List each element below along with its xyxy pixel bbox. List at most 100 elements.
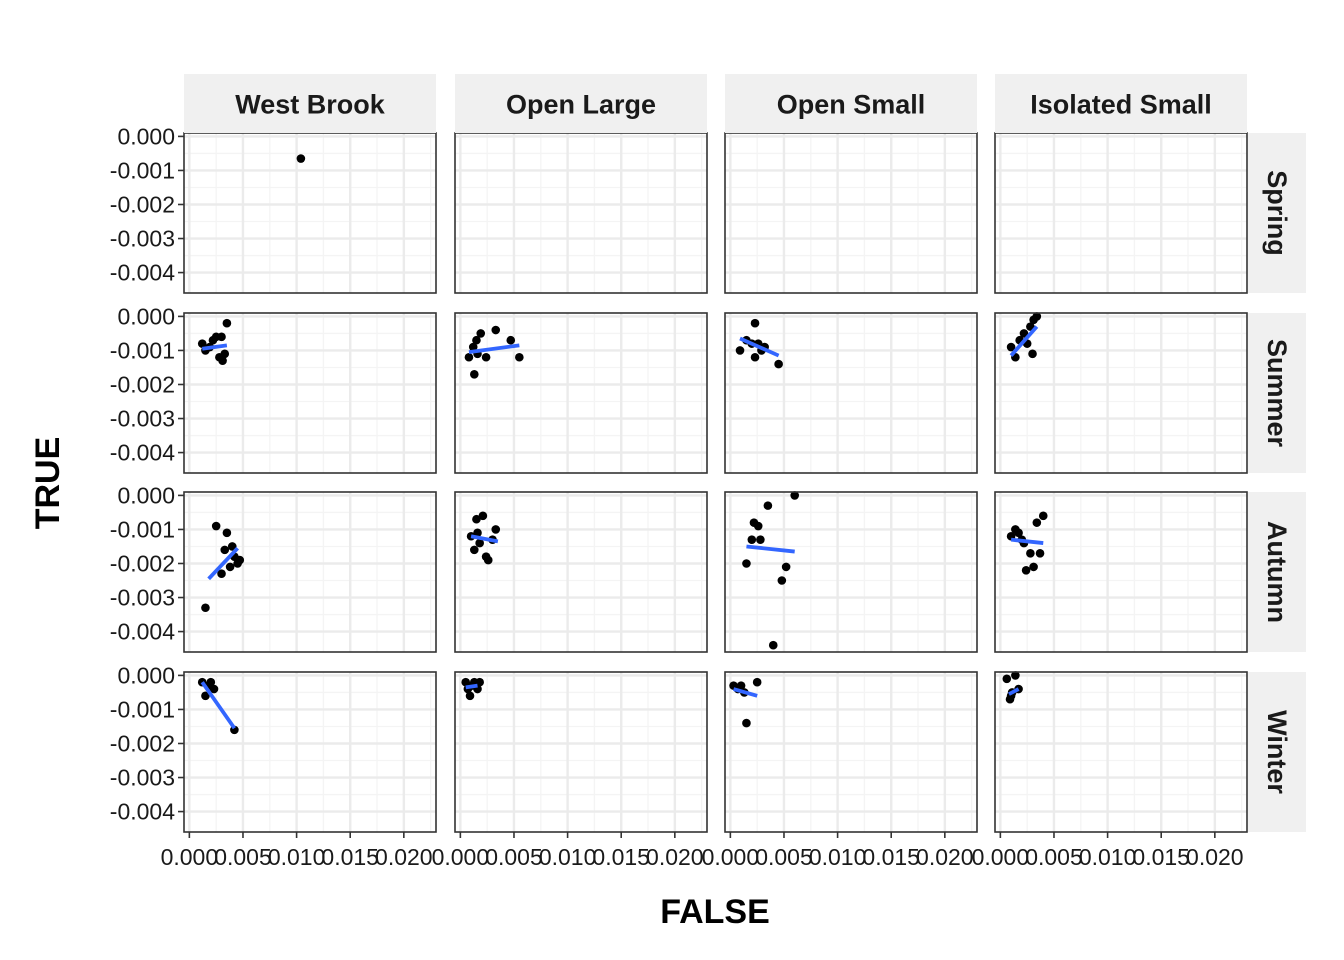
panel-background (995, 492, 1247, 652)
data-point (491, 525, 501, 534)
strip-open-large (455, 74, 707, 133)
data-point (227, 542, 237, 551)
fit-line (739, 336, 780, 358)
panel-isolated-small-spring (994, 132, 1248, 294)
x-tick-label: 0.000 (972, 844, 1030, 870)
panel-open-large-spring (454, 132, 708, 294)
data-point (1035, 548, 1045, 558)
data-point (483, 555, 493, 565)
panel-border (454, 671, 708, 833)
data-point (468, 342, 478, 352)
fit-line (746, 544, 795, 554)
data-point (742, 559, 751, 568)
data-point (1021, 565, 1031, 575)
panel-background (184, 672, 436, 832)
data-point (476, 329, 486, 338)
panel-west-brook-summer (183, 312, 437, 474)
panel-west-brook-autumn (183, 491, 437, 653)
x-tick-label: 0.005 (1025, 844, 1083, 870)
data-point (1006, 342, 1016, 352)
data-point (747, 535, 757, 544)
data-point (1002, 674, 1012, 684)
panel-west-brook-winter (183, 671, 437, 833)
y-tick-label: -0.001 (110, 696, 175, 722)
facet-label-spring: Spring (1262, 170, 1292, 256)
fit-line (733, 687, 758, 698)
panel-open-large-winter (454, 671, 708, 833)
data-point (781, 562, 791, 572)
y-tick-label: 0.000 (117, 482, 175, 508)
panel-isolated-small-autumn (994, 491, 1248, 653)
y-axis-title: TRUE (29, 437, 67, 530)
panel-background (725, 313, 977, 473)
panel-background (184, 492, 436, 652)
x-tick-label: 0.010 (1079, 844, 1137, 870)
fit-line (207, 546, 239, 581)
data-point (475, 677, 484, 687)
y-tick-label: 0.000 (117, 303, 175, 329)
data-point (470, 369, 479, 379)
panel-open-small-summer (724, 312, 978, 474)
panel-border (994, 312, 1248, 474)
strip-open-small (725, 74, 977, 133)
data-point (217, 332, 226, 342)
data-point (774, 359, 783, 369)
facet-label-autumn: Autumn (1262, 521, 1292, 623)
fit-line (465, 683, 478, 690)
data-point (790, 491, 800, 500)
panel-west-brook-spring (183, 132, 437, 294)
data-point (220, 545, 230, 555)
data-point (217, 569, 226, 579)
x-tick-label: 0.000 (161, 844, 219, 870)
panel-open-small-autumn (724, 491, 978, 653)
data-point (1019, 329, 1029, 338)
panel-open-large-summer (454, 312, 708, 474)
data-point (756, 535, 765, 544)
panel-background (184, 133, 436, 293)
panel-background (995, 313, 1247, 473)
axes-layer: 0.000 -0.001 -0.002 -0.003 -0.004 0.000 -0.001… (110, 123, 1244, 870)
panel-border (183, 671, 437, 833)
panel-open-large-autumn (454, 491, 708, 653)
data-point (491, 325, 501, 335)
panel-border (454, 491, 708, 653)
panel-open-small-spring (724, 132, 978, 294)
y-tick-label: -0.003 (110, 406, 175, 432)
data-point (465, 691, 475, 701)
data-point (461, 677, 471, 687)
y-tick-label: -0.003 (110, 585, 175, 611)
data-point (296, 154, 306, 163)
data-point (235, 555, 245, 565)
y-tick-label: -0.002 (110, 371, 175, 397)
data-point (1032, 312, 1042, 321)
data-point (506, 335, 516, 345)
panel-background (725, 672, 977, 832)
x-tick-label: 0.015 (862, 844, 920, 870)
strip-autumn (1248, 492, 1306, 652)
y-tick-label: 0.000 (117, 662, 175, 688)
x-axis-title: FALSE (660, 893, 770, 931)
data-point (1014, 528, 1023, 538)
data-point (218, 356, 227, 365)
data-point (1011, 671, 1020, 680)
data-point (473, 528, 482, 538)
y-tick-label: -0.001 (110, 337, 175, 363)
x-tick-label: 0.005 (214, 844, 272, 870)
panel-isolated-small-winter (994, 671, 1248, 833)
data-point (736, 681, 746, 690)
strip-spring (1248, 133, 1306, 293)
data-point (742, 718, 751, 728)
data-point (470, 545, 479, 555)
data-point (464, 352, 474, 362)
y-tick-label: -0.004 (110, 260, 175, 286)
fit-line (468, 343, 520, 355)
data-point (201, 691, 210, 701)
x-tick-label: 0.020 (1186, 844, 1244, 870)
y-tick-label: -0.003 (110, 226, 175, 252)
panel-background (995, 672, 1247, 832)
data-point (472, 514, 481, 524)
y-tick-label: -0.002 (110, 730, 175, 756)
x-tick-label: 0.005 (485, 844, 543, 870)
panel-open-small-winter (724, 671, 978, 833)
